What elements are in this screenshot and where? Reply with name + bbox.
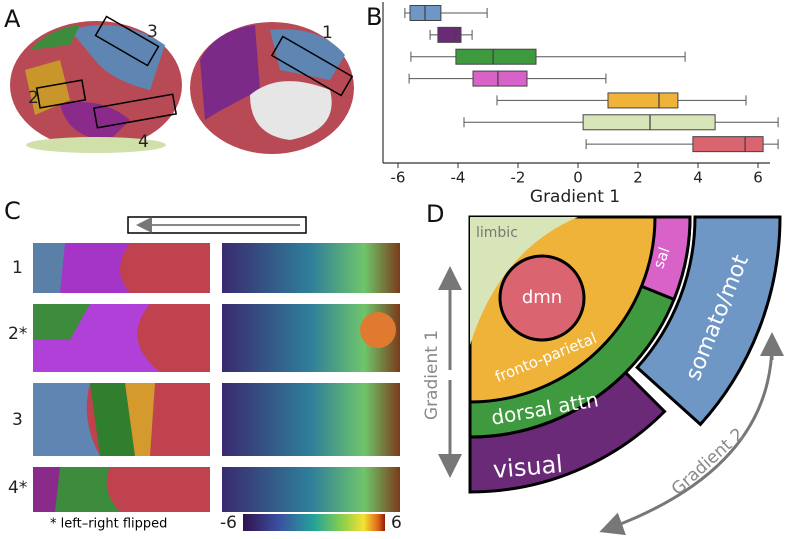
panel-label: D: [426, 200, 444, 228]
panel-label: C: [4, 197, 21, 225]
region-label: 4: [138, 132, 149, 152]
row-label: 4*: [8, 478, 27, 498]
box: [472, 70, 528, 87]
panel-label: A: [4, 5, 21, 33]
network-label: visual: [492, 450, 564, 484]
x-tick-label: 4: [693, 169, 703, 187]
panel-label: B: [366, 3, 382, 31]
axis-label: Gradient 2: [668, 424, 748, 499]
axis-label: Gradient 1: [422, 330, 442, 420]
colorbar-label: -6: [220, 513, 237, 533]
colorbar: [243, 514, 385, 531]
region-label: 3: [147, 22, 158, 42]
box: [455, 48, 537, 65]
x-tick-label: -4: [451, 169, 466, 187]
network-diagram: [468, 215, 782, 494]
box: [607, 92, 679, 109]
box: [692, 136, 764, 153]
row-label: 3: [12, 410, 23, 430]
surface-tiles: [33, 243, 400, 512]
direction-bar: [127, 216, 307, 234]
boxplot: -6 -4 -2 0 2 4 6 Gradient 1: [382, 2, 779, 207]
network-label: limbic: [476, 225, 518, 241]
x-tick-label: 0: [573, 169, 583, 187]
footnote: * left–right flipped: [50, 517, 167, 532]
brain-images: [10, 15, 354, 154]
x-tick-label: -6: [391, 169, 406, 187]
row-label: 1: [12, 258, 23, 278]
network-label: dmn: [522, 287, 562, 308]
box: [582, 114, 716, 131]
region-label: 1: [322, 23, 333, 43]
x-axis-label: Gradient 1: [530, 187, 620, 207]
region-label: 2: [28, 88, 39, 108]
x-tick-label: 2: [633, 169, 643, 187]
row-label: 2*: [8, 324, 27, 344]
x-tick-label: 6: [753, 169, 763, 187]
x-tick-label: -2: [511, 169, 526, 187]
colorbar-label: 6: [391, 513, 402, 533]
box: [437, 26, 462, 43]
